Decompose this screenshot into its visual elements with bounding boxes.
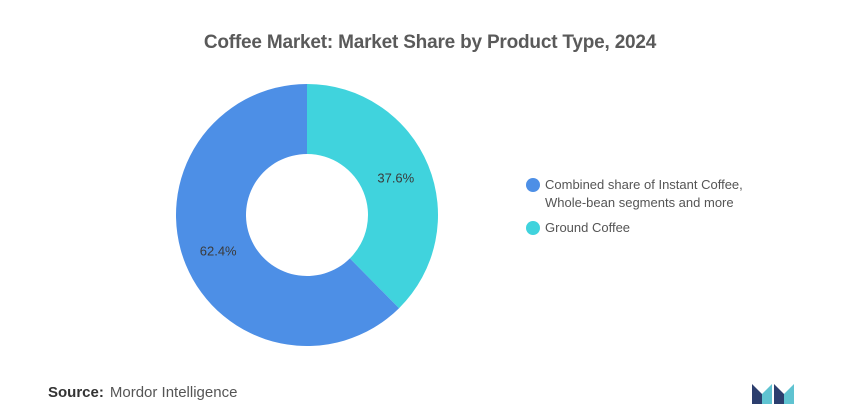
source-value: Mordor Intelligence [109, 384, 238, 401]
legend-item-ground-coffee: Ground Coffee [526, 219, 786, 237]
mordor-intelligence-logo-icon [752, 384, 794, 404]
donut-value-labels: 37.6% 62.4% [200, 171, 415, 259]
source-label: Source: [48, 384, 104, 401]
source-line: Source: Mordor Intelligence [48, 384, 237, 401]
legend-swatch-ground-coffee [526, 221, 540, 235]
chart-title: Coffee Market: Market Share by Product T… [203, 32, 657, 53]
legend-swatch-combined [526, 178, 540, 192]
donut-slices [176, 84, 438, 346]
chart-legend: Combined share of Instant Coffee, Whole-… [526, 176, 786, 244]
legend-item-combined: Combined share of Instant Coffee, Whole-… [526, 176, 786, 212]
donut-slice-combined [176, 84, 400, 346]
legend-label-ground-coffee: Ground Coffee [545, 220, 631, 235]
donut-slice-ground-coffee [307, 84, 438, 309]
donut-label-ground-coffee: 37.6% [377, 171, 414, 186]
legend-label-combined: Combined share of Instant Coffee, Whole-… [545, 177, 743, 210]
donut-label-combined: 62.4% [200, 243, 237, 258]
